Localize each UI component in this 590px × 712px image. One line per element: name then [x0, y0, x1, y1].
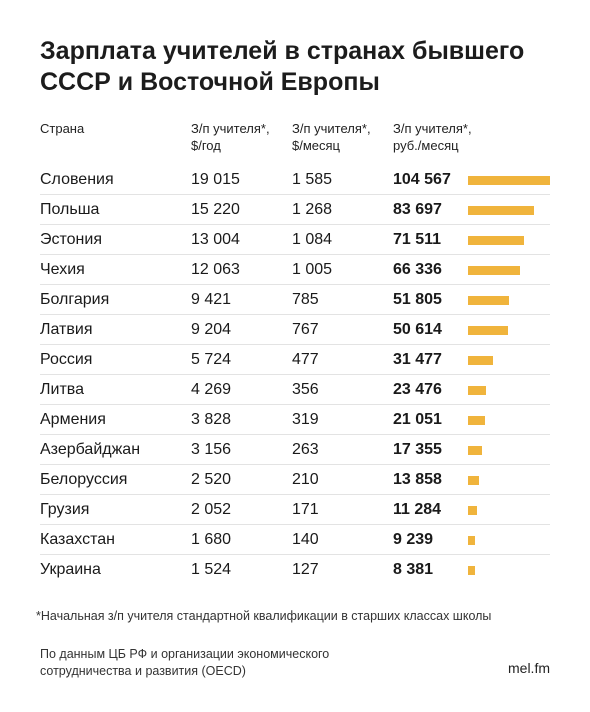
- usd-year-cell: 19 015: [191, 171, 240, 188]
- rub-month-cell: 71 511: [393, 231, 442, 248]
- table-row: Болгария 9 421 785 51 805: [40, 285, 550, 315]
- rub-month-cell: 50 614: [393, 321, 442, 338]
- salary-bar: [468, 356, 493, 365]
- table-row: Чехия 12 063 1 005 66 336: [40, 255, 550, 285]
- header-rub-month: З/п учителя*, руб./месяц: [393, 121, 472, 153]
- salary-bar: [468, 266, 520, 275]
- usd-year-cell: 15 220: [191, 201, 240, 218]
- rub-month-cell: 51 805: [393, 291, 442, 308]
- salary-bar: [468, 476, 479, 485]
- table-row: Грузия 2 052 171 11 284: [40, 495, 550, 525]
- usd-year-cell: 3 828: [191, 411, 232, 428]
- brand-logo: mel.fm: [508, 660, 550, 676]
- data-table: Словения 19 015 1 585 104 567 Польша 15 220 1 …: [40, 165, 550, 585]
- rub-month-cell: 66 336: [393, 261, 442, 278]
- salary-bar: [468, 296, 509, 305]
- usd-month-cell: 140: [292, 531, 319, 548]
- country-cell: Латвия: [40, 321, 93, 338]
- country-cell: Польша: [40, 201, 100, 218]
- usd-year-cell: 1 680: [191, 531, 232, 548]
- table-row: Украина 1 524 127 8 381: [40, 555, 550, 585]
- country-cell: Эстония: [40, 231, 102, 248]
- table-row: Польша 15 220 1 268 83 697: [40, 195, 550, 225]
- country-cell: Чехия: [40, 261, 85, 278]
- table-row: Россия 5 724 477 31 477: [40, 345, 550, 375]
- usd-month-cell: 1 268: [292, 201, 333, 218]
- salary-bar: [468, 536, 475, 545]
- salary-bar: [468, 506, 477, 515]
- header-country: Страна: [40, 121, 85, 136]
- rub-month-cell: 9 239: [393, 531, 434, 548]
- rub-month-cell: 83 697: [393, 201, 442, 218]
- usd-year-cell: 9 421: [191, 291, 232, 308]
- rub-month-cell: 104 567: [393, 171, 451, 188]
- salary-bar: [468, 416, 485, 425]
- rub-month-cell: 8 381: [393, 561, 434, 578]
- salary-bar: [468, 446, 482, 455]
- table-row: Армения 3 828 319 21 051: [40, 405, 550, 435]
- usd-month-cell: 767: [292, 321, 319, 338]
- usd-month-cell: 171: [292, 501, 319, 518]
- usd-year-cell: 2 052: [191, 501, 232, 518]
- table-row: Эстония 13 004 1 084 71 511: [40, 225, 550, 255]
- salary-bar: [468, 326, 508, 335]
- salary-bar: [468, 386, 486, 395]
- usd-month-cell: 1 005: [292, 261, 333, 278]
- usd-year-cell: 13 004: [191, 231, 240, 248]
- rub-month-cell: 23 476: [393, 381, 442, 398]
- source-note: По данным ЦБ РФ и организации экономичес…: [40, 647, 330, 678]
- country-cell: Грузия: [40, 501, 90, 518]
- salary-bar: [468, 206, 534, 215]
- usd-year-cell: 1 524: [191, 561, 232, 578]
- rub-month-cell: 31 477: [393, 351, 442, 368]
- country-cell: Казахстан: [40, 531, 115, 548]
- table-row: Литва 4 269 356 23 476: [40, 375, 550, 405]
- country-cell: Литва: [40, 381, 84, 398]
- usd-year-cell: 3 156: [191, 441, 232, 458]
- chart-title: Зарплата учителей в странах бывшего СССР…: [40, 37, 525, 96]
- salary-bar: [468, 176, 550, 185]
- usd-month-cell: 785: [292, 291, 319, 308]
- salary-bar: [468, 566, 475, 575]
- rub-month-cell: 17 355: [393, 441, 442, 458]
- usd-month-cell: 477: [292, 351, 319, 368]
- table-row: Азербайджан 3 156 263 17 355: [40, 435, 550, 465]
- table-row: Латвия 9 204 767 50 614: [40, 315, 550, 345]
- country-cell: Болгария: [40, 291, 110, 308]
- salary-bar: [468, 236, 524, 245]
- usd-year-cell: 5 724: [191, 351, 232, 368]
- country-cell: Украина: [40, 561, 101, 578]
- table-row: Казахстан 1 680 140 9 239: [40, 525, 550, 555]
- usd-month-cell: 356: [292, 381, 319, 398]
- usd-year-cell: 12 063: [191, 261, 240, 278]
- usd-month-cell: 1 084: [292, 231, 333, 248]
- header-usd-month: З/п учителя*, $/месяц: [292, 121, 371, 153]
- country-cell: Россия: [40, 351, 93, 368]
- rub-month-cell: 21 051: [393, 411, 442, 428]
- usd-year-cell: 2 520: [191, 471, 232, 488]
- country-cell: Армения: [40, 411, 106, 428]
- footnote: *Начальная з/п учителя стандартной квали…: [36, 609, 492, 623]
- rub-month-cell: 13 858: [393, 471, 442, 488]
- country-cell: Белоруссия: [40, 471, 128, 488]
- usd-month-cell: 1 585: [292, 171, 333, 188]
- usd-year-cell: 4 269: [191, 381, 232, 398]
- usd-month-cell: 319: [292, 411, 319, 428]
- usd-month-cell: 263: [292, 441, 319, 458]
- header-usd-year: З/п учителя*, $/год: [191, 121, 270, 153]
- table-row: Словения 19 015 1 585 104 567: [40, 165, 550, 195]
- usd-year-cell: 9 204: [191, 321, 232, 338]
- country-cell: Азербайджан: [40, 441, 141, 458]
- table-row: Белоруссия 2 520 210 13 858: [40, 465, 550, 495]
- rub-month-cell: 11 284: [393, 501, 442, 518]
- usd-month-cell: 127: [292, 561, 319, 578]
- usd-month-cell: 210: [292, 471, 319, 488]
- country-cell: Словения: [40, 171, 114, 188]
